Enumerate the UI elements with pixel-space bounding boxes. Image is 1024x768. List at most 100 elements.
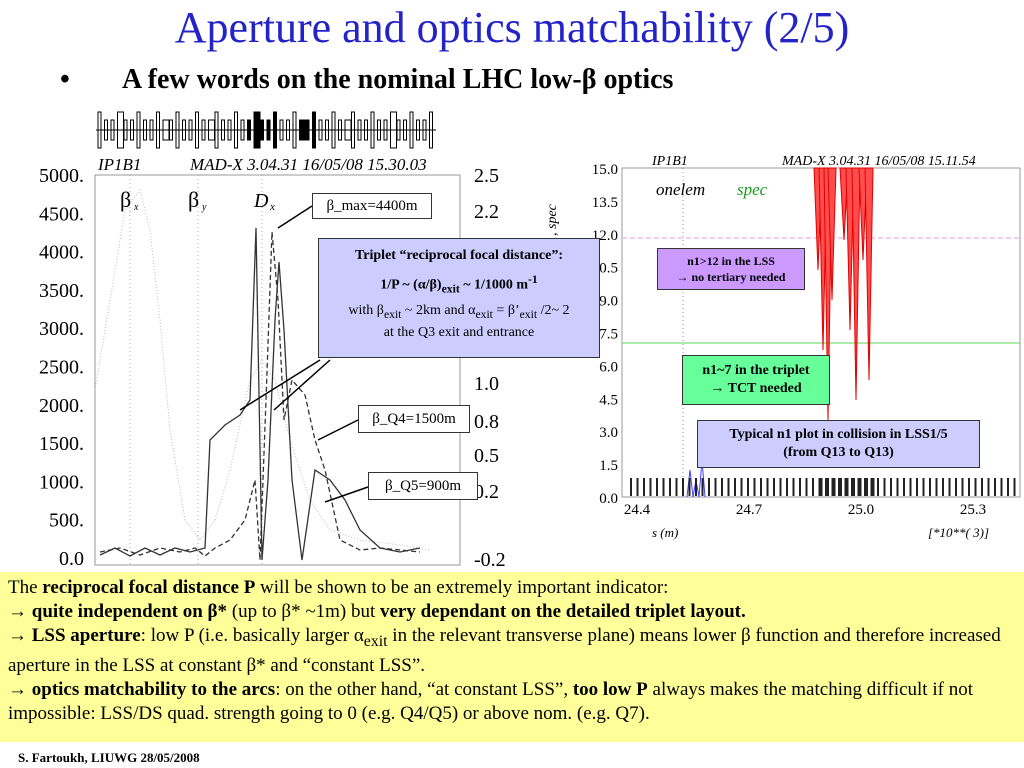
lattice-element [636, 478, 639, 496]
lattice-element [825, 478, 829, 496]
spike [864, 167, 874, 381]
lattice-element [682, 478, 684, 496]
lattice-element [922, 478, 925, 496]
summary-box: The reciprocal focal distance P will be … [0, 572, 1024, 742]
arrows [239, 205, 369, 503]
line: → quite independent on β* (up to β* ~1m)… [8, 600, 1016, 624]
y-tick-label: 1500. [39, 433, 84, 455]
lattice-element [714, 478, 717, 496]
x-tick-label: 25.0 [848, 502, 874, 518]
y2-tick-label: 1.0 [474, 373, 499, 395]
betay-curve [99, 231, 421, 561]
y-tick-label: 3.0 [599, 425, 618, 441]
y-tick-label: 4.5 [599, 392, 618, 408]
lattice-element [779, 478, 782, 496]
y-tick-label: 0.0 [599, 491, 618, 507]
t: exit [475, 308, 493, 322]
lattice-element [727, 478, 730, 496]
lattice-element [909, 478, 912, 496]
curve-label: y [201, 202, 207, 213]
t: : on the other hand, “at constant LSS”, [275, 678, 573, 700]
lattice-element [968, 478, 970, 496]
right-header: MAD-X 3.04.31 16/05/08 15.11.54 [781, 154, 976, 169]
typical-box: Typical n1 plot in collision in LSS1/5 (f… [697, 420, 980, 468]
t: ~ 1/1000 m [459, 277, 529, 293]
curve-label: x [269, 201, 275, 213]
lattice-element [818, 478, 823, 496]
text: → TCT needed [710, 381, 802, 396]
t: → [8, 625, 32, 646]
x-tick-label: 24.4 [624, 502, 651, 518]
t: reciprocal focal distance P [42, 577, 256, 598]
t: exit [519, 308, 538, 322]
curve-label: β [120, 187, 131, 212]
spike [851, 167, 861, 401]
callout: β_Q5=900m [368, 472, 478, 500]
t: = β’ [492, 303, 520, 319]
x-scale: [*10**( 3)] [928, 525, 989, 540]
lattice-element [838, 478, 842, 496]
lattice-element [766, 478, 769, 496]
lattice-element [701, 478, 704, 496]
callout: β_max=4400m [312, 193, 432, 219]
y-tick-label: 2500. [39, 357, 84, 379]
y-tick-label: 1.5 [599, 458, 618, 474]
t: in the relevant transverse plane) means … [8, 625, 1001, 676]
right-header: IP1B1 [651, 154, 688, 169]
text: → no tertiary needed [676, 270, 786, 284]
t: -1 [528, 273, 538, 286]
y2-tick-label: 2.5 [474, 165, 499, 187]
lss-box: n1>12 in the LSS → no tertiary needed [657, 248, 805, 290]
lattice-element [792, 478, 795, 496]
lattice-element [708, 478, 710, 496]
text: at the Q3 exit and entrance [383, 325, 535, 341]
text: n1~7 in the triplet [702, 363, 810, 378]
lattice-element [786, 478, 788, 496]
lattice-element [760, 478, 762, 496]
lattice-element [630, 478, 632, 496]
t: too low P [572, 678, 648, 700]
t: quite independent on β* [31, 601, 228, 622]
lattice-element [896, 478, 899, 496]
left-y-ticks: 5000. 4500. 4000. 3500. 3000. 2500. 2000. 1500.… [39, 165, 84, 570]
bullet-marker: • [60, 64, 70, 95]
y-tick-label: 6.0 [599, 359, 618, 375]
t: (up to β* ~1m) but [227, 601, 380, 622]
y-tick-label: 3500. [39, 280, 84, 302]
text: Typical n1 plot in collision in LSS1/5 [729, 427, 948, 442]
y2-tick-label: 0.8 [474, 411, 499, 433]
curve-label: D [253, 190, 269, 212]
lattice-element [851, 478, 855, 496]
lattice-element [981, 478, 983, 496]
bullet-text: A few words on the nominal LHC low-β opt… [122, 64, 674, 95]
lattice-element [1013, 478, 1016, 496]
y-tick-label: 4000. [39, 242, 84, 264]
lattice-element [1000, 478, 1003, 496]
line: → LSS aperture: low P (i.e. basically la… [8, 624, 1016, 678]
y-tick-label: 3000. [39, 318, 84, 340]
legend: spec [737, 180, 768, 199]
lattice-element [857, 478, 862, 496]
lattice-element [669, 478, 671, 496]
lattice-element [656, 478, 658, 496]
text: Triplet “reciprocal focal distance”: [354, 248, 563, 263]
t: exit [383, 308, 402, 322]
callout: β_Q4=1500m [358, 405, 470, 433]
t: LSS aperture [31, 625, 141, 646]
text: with βexit ~ 2km and αexit = β’exit /2~ … [319, 302, 599, 324]
lattice-element [935, 478, 938, 496]
x-tick-label: 24.7 [736, 502, 763, 518]
spike [827, 167, 837, 301]
lattice-element [1007, 478, 1009, 496]
y2-tick-label: 0.2 [474, 481, 499, 503]
y-tick-label: 15.0 [592, 162, 618, 178]
text: (from Q13 to Q13) [783, 445, 894, 460]
y-tick-label: 2000. [39, 395, 84, 417]
lattice-element [877, 478, 879, 496]
t: will be shown to be an extremely importa… [255, 577, 669, 598]
lattice-element [675, 478, 678, 496]
t: exit [441, 282, 460, 296]
text: 1/P ~ (α/β)exit ~ 1/1000 m-1 [319, 271, 599, 298]
line: The reciprocal focal distance P will be … [8, 576, 1016, 600]
y-tick-label: 500. [49, 510, 84, 532]
